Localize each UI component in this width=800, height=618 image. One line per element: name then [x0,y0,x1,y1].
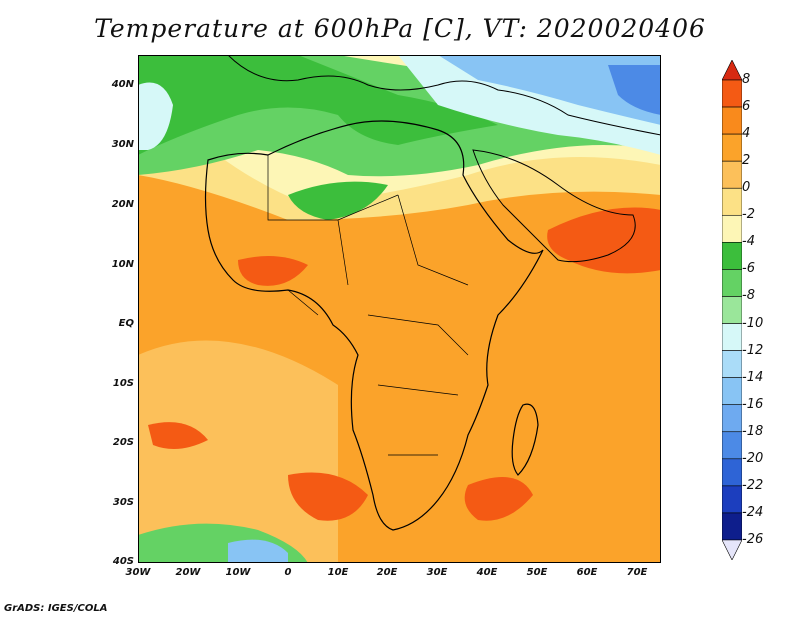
colorbar-label: 8 [742,72,751,87]
y-tick-label: 20S [112,437,134,448]
temperature-cell-darkblue-ne [608,65,661,115]
x-tick-label: 10E [327,567,349,578]
y-tick-label: 10S [112,378,134,389]
colorbar-label: -20 [742,450,764,466]
temperature-cell-hot-atlantic [148,422,208,449]
colorbar-cell [722,79,742,108]
colorbar-label: 2 [742,153,751,169]
map-plot-area [138,55,661,563]
madagascar-coastline [511,403,539,476]
colorbar-label: -6 [742,261,755,277]
temperature-band-sw [138,340,338,563]
temperature-cell-green-sahara [288,181,388,220]
colorbar-cell [722,323,742,351]
colorbar-cell [722,485,742,514]
colorbar-label: -26 [742,532,764,547]
colorbar-label: -10 [742,315,764,331]
y-tick-label: 30N [111,139,134,150]
colorbar-label: -18 [742,423,764,439]
colorbar-cell [722,431,742,460]
colorbar-label: -4 [742,234,755,250]
temperature-cell-hot-westafrica [238,256,308,286]
colorbar-label: -14 [742,369,764,385]
colorbar-cell [722,458,742,487]
y-tick-label: 10N [111,259,134,270]
y-tick-label: 20N [111,199,134,210]
colorbar-label: -2 [742,207,755,223]
colorbar-cell [722,269,742,297]
temperature-cell-hot-se [464,477,533,521]
europe-coastline [227,55,661,136]
colorbar-cell [722,296,742,324]
colorbar-label: -12 [742,342,764,358]
x-tick-label: 30W [125,567,151,578]
colorbar-cell [722,214,742,243]
country-borders [267,155,469,456]
y-tick-label: 40S [112,556,134,567]
arabia-coastline [472,149,636,263]
colorbar-cell [722,512,742,541]
colorbar-cell [722,377,742,406]
y-tick-label: 40N [111,79,134,90]
colorbar-label: 0 [742,180,751,196]
colorbar-cell [722,242,742,270]
temperature-cell-hot-south [288,472,368,521]
colorbar-label: -24 [742,504,764,520]
colorbar-cell [722,350,742,378]
y-tick-label: EQ [118,318,134,329]
colorbar [722,60,742,560]
x-tick-label: 70E [626,567,648,578]
footer-credit: GrADS: IGES/COLA [4,603,108,614]
x-tick-label: 50E [526,567,548,578]
colorbar-label: -22 [742,477,764,493]
map-frame [138,55,661,563]
colorbar-label: 6 [742,99,751,115]
x-tick-label: 20W [175,567,201,578]
temperature-cell-cyan-nw [138,82,173,150]
x-tick-label: 40E [476,567,498,578]
temperature-cell-hot-arabia [547,207,661,274]
colorbar-label: -16 [742,396,764,412]
colorbar-label: -8 [742,288,755,304]
colorbar-cell [722,404,742,433]
africa-coastline [204,120,544,531]
x-tick-label: 20E [376,567,398,578]
x-tick-label: 0 [284,567,292,578]
map-title: Temperature at 600hPa [C], VT: 202002040… [94,14,706,43]
y-tick-label: 30S [112,497,134,508]
x-tick-label: 10W [225,567,251,578]
colorbar-cell [722,106,742,135]
temperature-band-green [138,55,498,155]
colorbar-cell [722,133,742,162]
temperature-cell-blue-sw [228,539,288,563]
x-tick-label: 60E [576,567,598,578]
temperature-band-blue-ne [438,55,661,125]
colorbar-cell [722,187,742,216]
colorbar-cell [722,539,742,560]
colorbar-label: 4 [742,126,751,142]
x-tick-label: 30E [426,567,448,578]
colorbar-cell [722,60,742,81]
colorbar-cell [722,160,742,189]
